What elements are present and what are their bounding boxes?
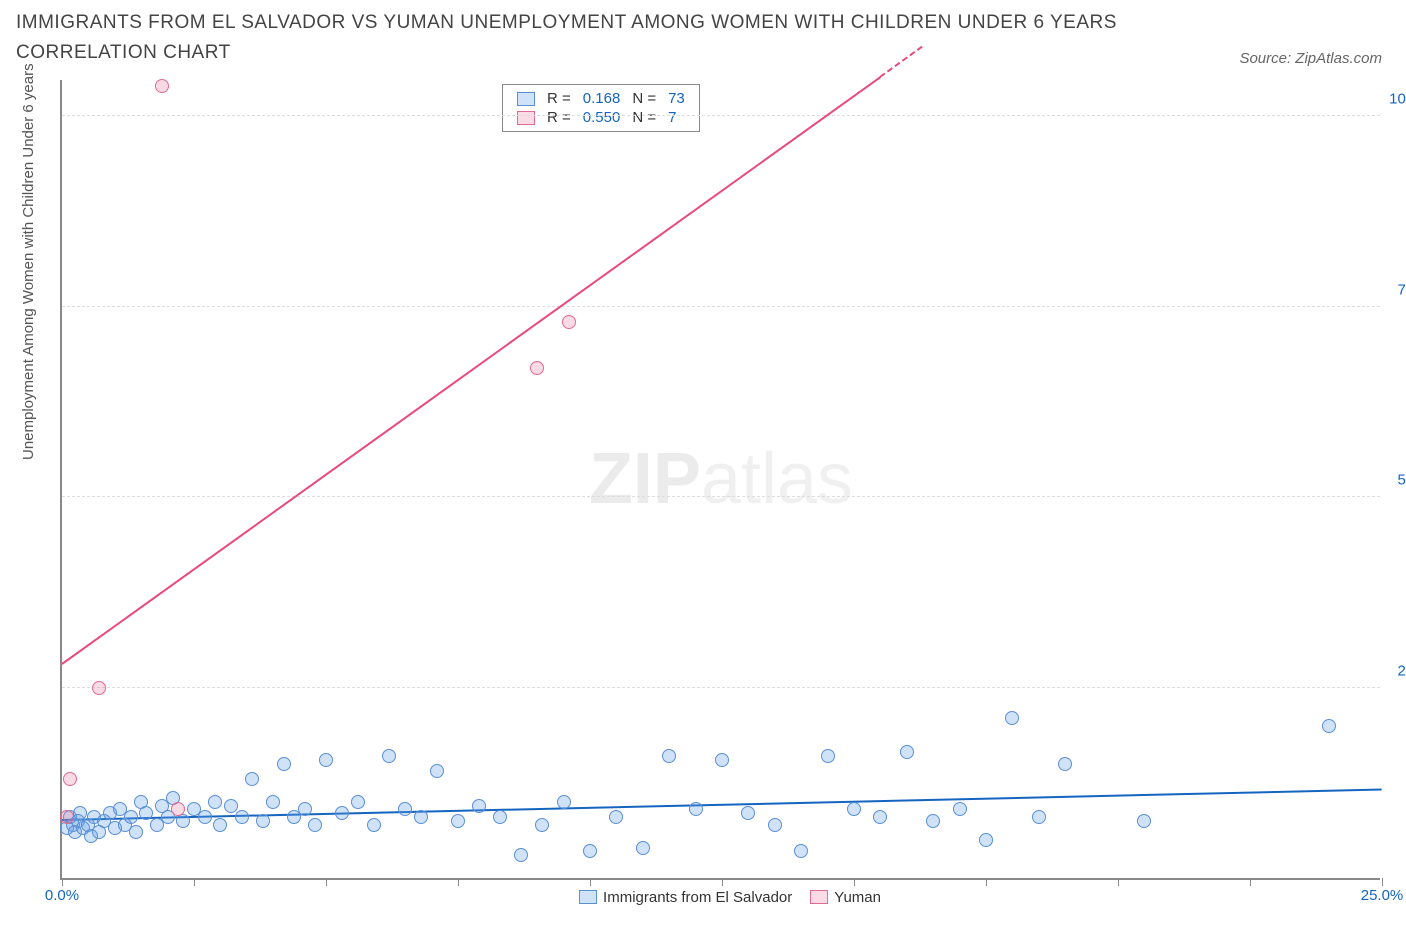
data-point — [224, 799, 238, 813]
data-point — [583, 844, 597, 858]
gridline — [62, 115, 1380, 116]
trend-line — [61, 76, 880, 664]
data-point — [979, 833, 993, 847]
data-point — [414, 810, 428, 824]
x-tick — [1118, 878, 1119, 886]
data-point — [873, 810, 887, 824]
gridline — [62, 496, 1380, 497]
y-tick-label: 100.0% — [1385, 91, 1406, 108]
gridline — [62, 306, 1380, 307]
data-point — [689, 802, 703, 816]
x-tick — [326, 878, 327, 886]
legend-label: Yuman — [834, 889, 881, 906]
data-point — [245, 772, 259, 786]
legend-row: R =0.550N =7 — [511, 108, 691, 127]
data-point — [953, 802, 967, 816]
data-point — [794, 844, 808, 858]
legend-swatch — [810, 890, 828, 904]
data-point — [514, 848, 528, 862]
data-point — [662, 749, 676, 763]
x-tick — [62, 878, 63, 886]
x-tick — [854, 878, 855, 886]
data-point — [319, 753, 333, 767]
data-point — [213, 818, 227, 832]
data-point — [609, 810, 623, 824]
data-point — [308, 818, 322, 832]
x-tick — [722, 878, 723, 886]
data-point — [335, 806, 349, 820]
data-point — [198, 810, 212, 824]
watermark: ZIPatlas — [589, 438, 853, 520]
data-point — [124, 810, 138, 824]
data-point — [171, 802, 185, 816]
data-point — [636, 841, 650, 855]
data-point — [451, 814, 465, 828]
data-point — [847, 802, 861, 816]
data-point — [926, 814, 940, 828]
data-point — [900, 745, 914, 759]
x-tick-label: 0.0% — [45, 887, 79, 904]
data-point — [208, 795, 222, 809]
data-point — [557, 795, 571, 809]
data-point — [367, 818, 381, 832]
data-point — [63, 772, 77, 786]
data-point — [493, 810, 507, 824]
data-point — [92, 681, 106, 695]
x-tick — [1382, 878, 1383, 886]
plot-area: ZIPatlas R =0.168N =73R =0.550N =7 Immig… — [60, 80, 1380, 880]
data-point — [715, 753, 729, 767]
y-axis-title: Unemployment Among Women with Children U… — [20, 63, 37, 460]
y-tick-label: 50.0% — [1385, 472, 1406, 489]
correlation-legend: R =0.168N =73R =0.550N =7 — [502, 84, 700, 132]
data-point — [256, 814, 270, 828]
data-point — [741, 806, 755, 820]
x-tick-label: 25.0% — [1361, 887, 1404, 904]
data-point — [298, 802, 312, 816]
legend-swatch — [579, 890, 597, 904]
data-point — [1322, 719, 1336, 733]
x-tick — [458, 878, 459, 886]
data-point — [1005, 711, 1019, 725]
data-point — [129, 825, 143, 839]
x-tick — [194, 878, 195, 886]
x-tick — [1250, 878, 1251, 886]
data-point — [1032, 810, 1046, 824]
data-point — [266, 795, 280, 809]
legend-row: R =0.168N =73 — [511, 89, 691, 108]
data-point — [235, 810, 249, 824]
data-point — [1137, 814, 1151, 828]
data-point — [562, 315, 576, 329]
data-point — [821, 749, 835, 763]
data-point — [530, 361, 544, 375]
data-point — [139, 806, 153, 820]
data-point — [277, 757, 291, 771]
source-credit: Source: ZipAtlas.com — [1239, 50, 1382, 67]
data-point — [535, 818, 549, 832]
gridline — [62, 687, 1380, 688]
x-tick — [590, 878, 591, 886]
data-point — [155, 79, 169, 93]
x-tick — [986, 878, 987, 886]
data-point — [382, 749, 396, 763]
data-point — [351, 795, 365, 809]
y-tick-label: 75.0% — [1385, 281, 1406, 298]
chart-title: IMMIGRANTS FROM EL SALVADOR VS YUMAN UNE… — [16, 8, 1136, 69]
series-legend: Immigrants from El Salvador Yuman — [561, 889, 881, 906]
data-point — [398, 802, 412, 816]
data-point — [430, 764, 444, 778]
data-point — [60, 810, 74, 824]
data-point — [768, 818, 782, 832]
data-point — [472, 799, 486, 813]
y-tick-label: 25.0% — [1385, 662, 1406, 679]
data-point — [1058, 757, 1072, 771]
legend-label: Immigrants from El Salvador — [603, 889, 792, 906]
